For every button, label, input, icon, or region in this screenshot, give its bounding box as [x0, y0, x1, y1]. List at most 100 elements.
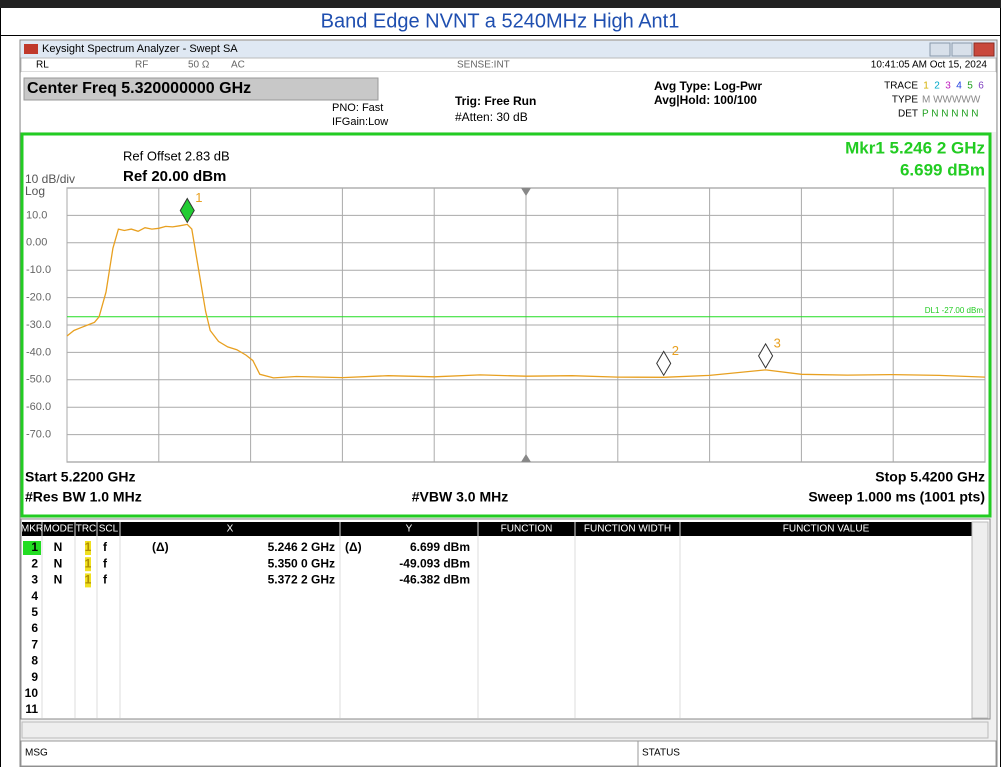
- y-tick-label: -60.0: [26, 401, 51, 413]
- trace-num: 4: [956, 81, 962, 92]
- datetime: 10:41:05 AM Oct 15, 2024: [871, 60, 988, 71]
- sweep: Sweep 1.000 ms (1001 pts): [808, 489, 985, 505]
- avg-type: Avg Type: Log-Pwr: [654, 79, 762, 93]
- det-label: DET: [898, 109, 918, 120]
- table-cell: 3: [31, 573, 38, 587]
- trig: Trig: Free Run: [455, 94, 536, 108]
- y-tick-label: -70.0: [26, 429, 51, 441]
- table-cell: 5.372 2 GHz: [268, 573, 335, 587]
- ifgain: IFGain:Low: [332, 116, 388, 128]
- status-label: STATUS: [642, 748, 680, 759]
- table-cell: -49.093 dBm: [399, 556, 470, 570]
- table-header: SCL: [99, 524, 119, 535]
- table-cell: N: [54, 556, 63, 570]
- y-tick-label: -20.0: [26, 292, 51, 304]
- top-bar: [0, 0, 1001, 8]
- vertical-scrollbar[interactable]: [971, 521, 989, 719]
- horizontal-scrollbar[interactable]: [21, 721, 989, 739]
- marker-diamond: [656, 350, 672, 377]
- table-cell: 1: [85, 540, 92, 554]
- marker-readout: Mkr1 5.246 2 GHz: [845, 138, 985, 157]
- table-cell: 10: [25, 686, 39, 700]
- app-icon: [24, 44, 38, 54]
- avg-hold: Avg|Hold: 100/100: [654, 93, 757, 107]
- ref-level: Ref 20.00 dBm: [123, 168, 226, 185]
- trace-color-chip: [85, 541, 91, 555]
- table-header-bg: [22, 522, 972, 536]
- table-cell: -46.382 dBm: [399, 573, 470, 587]
- table-cell: 6.699 dBm: [410, 540, 470, 554]
- table-cell: 5.350 0 GHz: [268, 556, 335, 570]
- table-cell: 5.246 2 GHz: [268, 540, 335, 554]
- coupling: AC: [231, 60, 245, 71]
- trace-color-chip: [85, 573, 91, 588]
- y-tick-label: -10.0: [26, 264, 51, 276]
- table-header: MODE: [44, 524, 74, 535]
- trace-num: 6: [978, 81, 984, 92]
- center-freq-box[interactable]: [23, 77, 379, 101]
- table-cell: 5: [31, 605, 38, 619]
- table-header: MKR: [21, 524, 43, 535]
- stop-freq: Stop 5.4200 GHz: [875, 469, 985, 485]
- trace-num: 5: [967, 81, 973, 92]
- log-label: Log: [25, 184, 45, 198]
- marker-diamond: [758, 342, 774, 369]
- table-cell: f: [103, 573, 108, 587]
- trace: [66, 223, 986, 379]
- selected-marker-bg: [23, 541, 41, 555]
- atten: #Atten: 30 dB: [455, 110, 528, 124]
- table-cell: 9: [31, 670, 38, 684]
- marker-label: 1: [195, 190, 202, 205]
- ref-offset: Ref Offset 2.83 dB: [123, 148, 230, 163]
- table-cell: 7: [31, 637, 38, 651]
- rbw: #Res BW 1.0 MHz: [25, 489, 142, 505]
- table-header: Y: [406, 524, 413, 535]
- trace-num: 2: [934, 81, 940, 92]
- close-button[interactable]: [973, 42, 995, 57]
- table-cell: 11: [25, 702, 38, 716]
- msg-label: MSG: [25, 748, 48, 759]
- trace-color-chip: [85, 557, 91, 572]
- scale: 10 dB/div: [25, 172, 75, 186]
- table-cell: N: [54, 540, 63, 554]
- marker-label: 2: [672, 343, 679, 358]
- rf: RF: [135, 60, 148, 71]
- table-cell: 8: [31, 654, 38, 668]
- vbw: #VBW 3.0 MHz: [412, 489, 508, 505]
- rl: RL: [36, 60, 49, 71]
- table-cell: 1: [85, 556, 92, 570]
- display-line-label: DL1 -27.00 dBm: [925, 306, 984, 315]
- marker-diamond: [179, 197, 195, 224]
- marker-label: 3: [774, 335, 781, 350]
- table-cell: f: [103, 556, 108, 570]
- window-title: Keysight Spectrum Analyzer - Swept SA: [42, 43, 238, 55]
- table-cell: (Δ): [152, 540, 169, 554]
- window-titlebar: [21, 41, 996, 58]
- y-tick-label: -30.0: [26, 319, 51, 331]
- start-freq: Start 5.2200 GHz: [25, 469, 136, 485]
- marker-table-panel: [20, 518, 991, 720]
- table-cell: 1: [31, 540, 38, 554]
- table-cell: f: [103, 540, 108, 554]
- table-header: FUNCTION: [501, 524, 553, 535]
- minimize-button[interactable]: [929, 42, 951, 57]
- impedance: 50 Ω: [188, 60, 210, 71]
- type-value: M WWWWW: [922, 95, 981, 106]
- sense: SENSE:INT: [457, 60, 510, 71]
- center-freq: Center Freq 5.320000000 GHz: [27, 80, 251, 97]
- trace-num: 1: [923, 81, 929, 92]
- trace-num: 3: [945, 81, 951, 92]
- pno: PNO: Fast: [332, 102, 383, 114]
- table-cell: 6: [31, 621, 38, 635]
- table-header: FUNCTION WIDTH: [584, 524, 671, 535]
- maximize-button[interactable]: [951, 42, 973, 57]
- center-triangle-top: [521, 188, 531, 196]
- table-cell: (Δ): [345, 540, 362, 554]
- y-tick-label: -40.0: [26, 346, 51, 358]
- y-tick-label: 0.00: [26, 237, 47, 249]
- table-cell: 4: [31, 589, 38, 603]
- table-cell: N: [54, 573, 63, 587]
- table-cell: 2: [31, 556, 38, 570]
- page-title: Band Edge NVNT a 5240MHz High Ant1: [321, 10, 680, 32]
